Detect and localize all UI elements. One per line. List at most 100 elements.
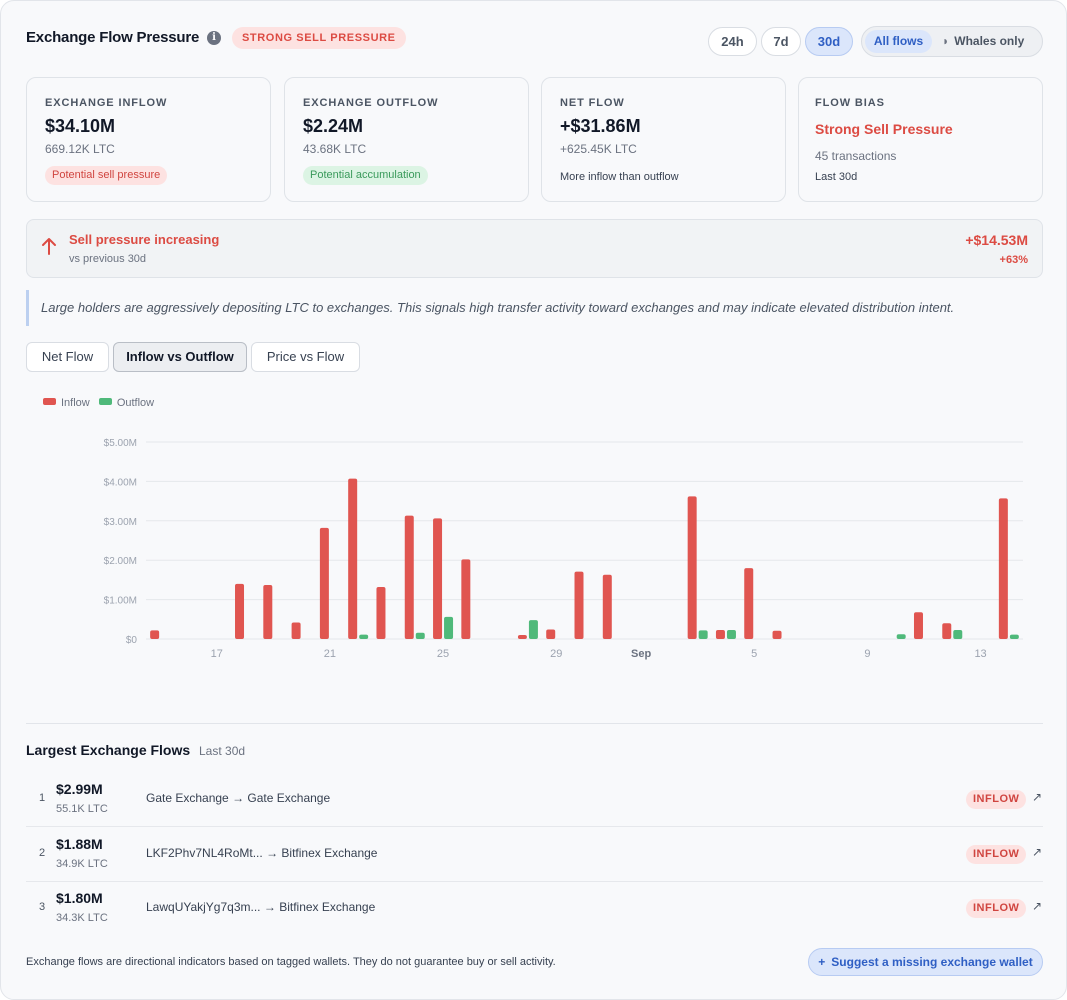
inflow-bar xyxy=(461,559,471,639)
inflow-bar xyxy=(376,586,386,639)
outflow-value: $2.24M xyxy=(303,116,364,136)
inflow-bar xyxy=(319,527,329,639)
outflow-bar xyxy=(896,634,906,639)
whales-only-label: Whales only xyxy=(954,34,1025,48)
inflow-badge: INFLOW xyxy=(966,790,1027,809)
flow-filter-toggle: All flows ◗ Whales only xyxy=(861,26,1043,57)
x-tick-label: 29 xyxy=(550,648,562,660)
outflow-ltc: 43.68K LTC xyxy=(303,142,367,156)
flow-ltc-amount: 34.9K LTC xyxy=(56,858,108,870)
flow-route: Gate Exchange → Gate Exchange xyxy=(146,791,330,805)
trend-banner: Sell pressure increasing vs previous 30d… xyxy=(26,219,1043,278)
inflow-value: $34.10M xyxy=(45,116,116,136)
flow-from: LawqUYakjYg7q3m... xyxy=(146,900,261,914)
legend-inflow[interactable]: Inflow xyxy=(43,397,90,409)
flow-usd-amount: $2.99M xyxy=(56,781,103,797)
inflow-bar xyxy=(150,630,160,639)
external-link-icon[interactable]: ↗ xyxy=(1032,790,1043,804)
suggest-wallet-button[interactable]: + Suggest a missing exchange wallet xyxy=(808,948,1043,976)
y-tick-label: $0 xyxy=(126,635,138,646)
inflow-ltc: 669.12K LTC xyxy=(45,142,115,156)
legend-outflow-swatch xyxy=(98,398,112,405)
outflow-bar xyxy=(444,616,454,639)
net-flow-note: More inflow than outflow xyxy=(560,171,679,183)
insight-text: Large holders are aggressively depositin… xyxy=(41,300,955,315)
inflow-bar xyxy=(744,568,754,639)
arrow-right-icon: → xyxy=(266,846,279,860)
card-label: EXCHANGE OUTFLOW xyxy=(303,97,439,109)
timeframe-24h-button[interactable]: 24h xyxy=(708,27,757,56)
x-tick-label: 25 xyxy=(437,648,449,660)
outflow-bar xyxy=(1009,634,1019,639)
outflow-bar xyxy=(415,632,425,639)
inflow-bar xyxy=(348,478,358,639)
flow-row[interactable]: 1 $2.99M 55.1K LTC Gate Exchange → Gate … xyxy=(26,773,1043,827)
y-tick-label: $5.00M xyxy=(104,438,137,449)
inflow-bar xyxy=(998,498,1008,639)
external-link-icon[interactable]: ↗ xyxy=(1032,899,1043,913)
flow-bias-value: Strong Sell Pressure xyxy=(815,121,953,137)
y-tick-label: $1.00M xyxy=(104,596,137,607)
flows-title: Largest Exchange Flows xyxy=(26,742,191,758)
x-tick-label: Sep xyxy=(631,648,651,660)
flow-to: Bitfinex Exchange xyxy=(279,900,376,914)
inflow-bar xyxy=(715,629,725,639)
outflow-bar xyxy=(698,630,708,639)
all-flows-button[interactable]: All flows xyxy=(865,30,932,53)
flows-period: Last 30d xyxy=(199,744,246,758)
arrow-right-icon: → xyxy=(263,900,276,914)
outflow-bar xyxy=(953,629,963,639)
flow-row[interactable]: 3 $1.80M 34.3K LTC LawqUYakjYg7q3m... → … xyxy=(26,882,1043,936)
card-label: NET FLOW xyxy=(560,97,625,109)
inflow-bar xyxy=(235,583,245,639)
pressure-badge: STRONG SELL PRESSURE xyxy=(232,27,406,49)
inflow-badge: INFLOW xyxy=(966,845,1027,864)
arrow-right-icon: → xyxy=(232,791,245,805)
flow-bias-card: FLOW BIAS Strong Sell Pressure 45 transa… xyxy=(798,77,1043,202)
trend-title: Sell pressure increasing xyxy=(69,232,220,247)
inflow-bar xyxy=(687,496,697,639)
legend-inflow-label: Inflow xyxy=(61,397,90,409)
transaction-count: 45 transactions xyxy=(815,149,897,163)
y-tick-label: $2.00M xyxy=(104,556,137,567)
inflow-bar xyxy=(291,622,301,639)
section-divider xyxy=(26,723,1043,724)
flow-usd-amount: $1.88M xyxy=(56,836,103,852)
suggest-wallet-label: Suggest a missing exchange wallet xyxy=(831,955,1033,969)
x-tick-label: 21 xyxy=(324,648,336,660)
tab-price-vs-flow[interactable]: Price vs Flow xyxy=(251,342,360,372)
flow-from: Gate Exchange xyxy=(146,791,229,805)
external-link-icon[interactable]: ↗ xyxy=(1032,845,1043,859)
flow-rank: 2 xyxy=(39,847,46,859)
tab-net-flow[interactable]: Net Flow xyxy=(26,342,109,372)
legend-outflow-label: Outflow xyxy=(116,397,155,409)
bias-period: Last 30d xyxy=(815,171,858,183)
accumulation-tag: Potential accumulation xyxy=(303,166,428,185)
x-tick-label: 5 xyxy=(751,648,757,660)
inflow-card: EXCHANGE INFLOW $34.10M 669.12K LTC Pote… xyxy=(26,77,271,202)
trend-subtitle: vs previous 30d xyxy=(69,253,147,265)
timeframe-30d-button[interactable]: 30d xyxy=(805,27,853,56)
info-icon[interactable]: i xyxy=(207,31,221,45)
flow-rank: 3 xyxy=(39,901,46,913)
whales-only-button[interactable]: ◗ Whales only xyxy=(942,30,1024,53)
tab-inflow-vs-outflow[interactable]: Inflow vs Outflow xyxy=(113,342,247,372)
legend-inflow-swatch xyxy=(43,398,56,405)
trend-percent: +63% xyxy=(999,254,1028,266)
chart-legend: Inflow Outflow xyxy=(43,397,160,409)
inflow-bar xyxy=(602,574,612,639)
flow-route: LawqUYakjYg7q3m... → Bitfinex Exchange xyxy=(146,900,375,914)
timeframe-7d-button[interactable]: 7d xyxy=(761,27,801,56)
inflow-bar xyxy=(546,629,556,639)
legend-outflow[interactable]: Outflow xyxy=(98,397,155,409)
inflow-bar xyxy=(263,585,273,639)
disclaimer-note: Exchange flows are directional indicator… xyxy=(26,956,556,968)
flow-usd-amount: $1.80M xyxy=(56,890,103,906)
plus-icon: + xyxy=(818,955,826,969)
x-tick-label: 9 xyxy=(864,648,870,660)
flow-row[interactable]: 2 $1.88M 34.9K LTC LKF2Phv7NL4RoMt... → … xyxy=(26,828,1043,882)
outflow-bar xyxy=(359,634,369,639)
trend-amount: +$14.53M xyxy=(965,232,1028,248)
net-flow-value: +$31.86M xyxy=(560,116,641,136)
